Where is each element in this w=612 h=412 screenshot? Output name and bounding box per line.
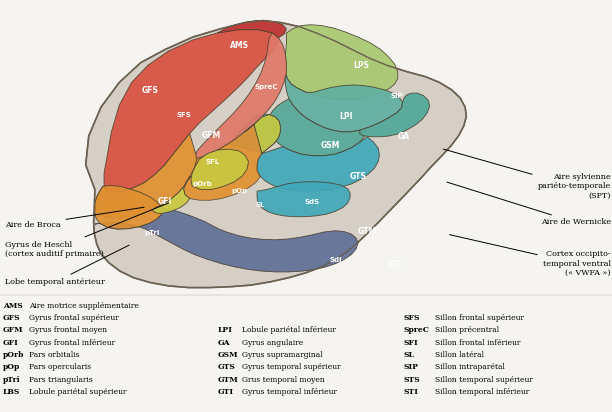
Text: GFS: GFS <box>141 86 159 95</box>
Text: Gyrus frontal supérieur: Gyrus frontal supérieur <box>29 314 119 322</box>
Text: GFM: GFM <box>201 131 221 140</box>
Text: GTM: GTM <box>357 227 377 236</box>
Text: Lobule pariétal supérieur: Lobule pariétal supérieur <box>29 388 127 396</box>
Text: pOp: pOp <box>232 188 248 194</box>
Text: GSM: GSM <box>321 140 340 150</box>
Text: Lobe temporal antérieur: Lobe temporal antérieur <box>5 245 129 286</box>
Text: GFI: GFI <box>3 339 19 346</box>
Text: Gyrus frontal inférieur: Gyrus frontal inférieur <box>29 339 116 346</box>
Text: GTI: GTI <box>217 388 233 396</box>
Text: Gyrus angulaire: Gyrus angulaire <box>242 339 303 346</box>
Polygon shape <box>230 114 379 191</box>
Polygon shape <box>285 25 398 100</box>
Text: SIP: SIP <box>390 93 403 98</box>
Text: Pars triangularis: Pars triangularis <box>29 376 93 384</box>
Text: Aire de Wernicke: Aire de Wernicke <box>447 182 611 227</box>
Text: Aire de Broca: Aire de Broca <box>5 207 144 229</box>
Polygon shape <box>257 182 350 217</box>
Text: Pars opercularis: Pars opercularis <box>29 363 92 371</box>
Text: Grus temporal moyen: Grus temporal moyen <box>242 376 324 384</box>
Text: Sillon temporal inférieur: Sillon temporal inférieur <box>435 388 529 396</box>
Text: GA: GA <box>217 339 230 346</box>
Text: pOrb: pOrb <box>3 351 24 359</box>
Polygon shape <box>195 33 286 159</box>
Text: LBS: LBS <box>3 388 20 396</box>
Text: pTri: pTri <box>3 376 21 384</box>
Text: Sillon temporal supérieur: Sillon temporal supérieur <box>435 376 532 384</box>
Text: SpreC: SpreC <box>255 84 278 89</box>
Text: pOp: pOp <box>3 363 20 371</box>
Text: AMS: AMS <box>3 302 23 309</box>
Text: GTS: GTS <box>217 363 235 371</box>
Polygon shape <box>217 21 286 38</box>
Text: GTS: GTS <box>349 172 367 181</box>
Text: Aire sylvienne
pariéto-temporale
(SPT): Aire sylvienne pariéto-temporale (SPT) <box>443 149 611 199</box>
Text: STI: STI <box>404 388 419 396</box>
Text: pTri: pTri <box>144 230 160 236</box>
Polygon shape <box>95 133 197 218</box>
Text: SdS: SdS <box>305 199 319 205</box>
Text: SL: SL <box>255 202 265 208</box>
Text: GTI: GTI <box>387 260 402 269</box>
Text: SIP: SIP <box>404 363 419 371</box>
Polygon shape <box>285 74 403 132</box>
Text: Pars orbitalis: Pars orbitalis <box>29 351 80 359</box>
Polygon shape <box>104 30 278 192</box>
Text: Gyrus frontal moyen: Gyrus frontal moyen <box>29 326 108 334</box>
Text: Gyrus temporal inférieur: Gyrus temporal inférieur <box>242 388 337 396</box>
Text: Lobule pariétal inférieur: Lobule pariétal inférieur <box>242 326 335 334</box>
Text: SFS: SFS <box>404 314 420 322</box>
Text: Sillon latéral: Sillon latéral <box>435 351 483 359</box>
Polygon shape <box>95 185 162 229</box>
Text: SdI: SdI <box>329 258 341 263</box>
Text: STS: STS <box>404 376 420 384</box>
Polygon shape <box>245 115 280 153</box>
Polygon shape <box>184 124 262 200</box>
Text: Gyrus de Heschl
(cortex auditif primaire): Gyrus de Heschl (cortex auditif primaire… <box>5 203 169 258</box>
Text: GFI: GFI <box>158 197 173 206</box>
Polygon shape <box>86 21 466 288</box>
Text: GFM: GFM <box>3 326 23 334</box>
Polygon shape <box>360 93 430 137</box>
Text: Gyrus temporal supérieur: Gyrus temporal supérieur <box>242 363 340 371</box>
Text: Cortex occipito-
temporal ventral
(« VWFA »): Cortex occipito- temporal ventral (« VWF… <box>449 235 611 277</box>
Text: AMS: AMS <box>230 41 250 50</box>
Text: Gyrus supramarginal: Gyrus supramarginal <box>242 351 323 359</box>
Polygon shape <box>95 208 358 272</box>
Text: pOrb: pOrb <box>192 181 212 187</box>
Text: SL: SL <box>404 351 415 359</box>
Text: SFL: SFL <box>206 159 220 165</box>
Polygon shape <box>191 149 248 190</box>
Text: GFS: GFS <box>3 314 21 322</box>
Text: LPI: LPI <box>339 112 353 121</box>
Text: LPI: LPI <box>217 326 232 334</box>
Text: SpreC: SpreC <box>404 326 430 334</box>
Text: SFS: SFS <box>176 112 191 118</box>
Text: LPS: LPS <box>353 61 369 70</box>
Text: GA: GA <box>398 132 410 141</box>
Text: Aire motrice supplémentaire: Aire motrice supplémentaire <box>29 302 140 309</box>
Text: Sillon frontal inférieur: Sillon frontal inférieur <box>435 339 520 346</box>
Text: Sillon précentral: Sillon précentral <box>435 326 499 334</box>
Text: GSM: GSM <box>217 351 237 359</box>
Text: Sillon intraparétal: Sillon intraparétal <box>435 363 504 371</box>
Polygon shape <box>268 99 365 156</box>
Text: GTM: GTM <box>217 376 238 384</box>
Text: Sillon frontal supérieur: Sillon frontal supérieur <box>435 314 523 322</box>
Polygon shape <box>152 176 191 213</box>
Text: SFI: SFI <box>404 339 419 346</box>
